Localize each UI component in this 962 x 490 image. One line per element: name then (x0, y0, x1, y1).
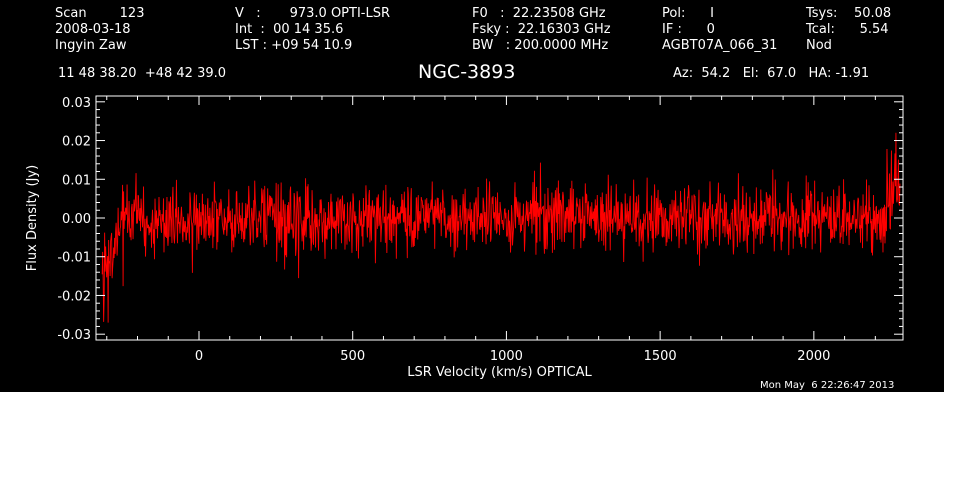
scan-label: Scan 123 (55, 6, 145, 21)
procedure-label: Nod (806, 38, 832, 53)
y-tick-label: 0.00 (62, 212, 91, 227)
render-timestamp: Mon May 6 22:26:47 2013 (760, 380, 895, 391)
lst-label: LST : +09 54 10.9 (235, 38, 353, 53)
spectrum-trace (101, 132, 901, 323)
tcal-label: Tcal: 5.54 (806, 22, 889, 37)
x-tick-label: 1500 (644, 349, 677, 364)
plot-panel: Scan 123 2008-03-18 Ingyin Zaw V : 973.0… (0, 0, 944, 392)
y-tick-label: 0.03 (62, 96, 91, 111)
az-el-ha-label: Az: 54.2 El: 67.0 HA: -1.91 (673, 66, 870, 81)
x-tick-label: 0 (195, 349, 203, 364)
pol-label: Pol: I (662, 6, 714, 21)
if-label: IF : 0 (662, 22, 715, 37)
y-tick-label: -0.03 (57, 328, 91, 343)
spectrum-chart: 0 500 1000 1500 2000 -0.03 -0.02 -0.01 0.00 0.01 0… (25, 95, 904, 380)
velocity-label: V : 973.0 OPTI-LSR (235, 6, 391, 21)
y-tick-label: 0.01 (62, 173, 91, 188)
tsys-label: Tsys: 50.08 (806, 6, 892, 21)
y-tick-label: -0.02 (57, 289, 91, 304)
f0-label: F0 : 22.23508 GHz (472, 6, 606, 21)
fsky-label: Fsky : 22.16303 GHz (472, 22, 611, 37)
project-label: AGBT07A_066_31 (662, 38, 778, 53)
source-name: NGC-3893 (418, 61, 516, 83)
x-tick-label: 1000 (490, 349, 523, 364)
bandwidth-label: BW : 200.0000 MHz (472, 38, 609, 53)
y-tick-label: 0.02 (62, 135, 91, 150)
x-tick-label: 500 (340, 349, 365, 364)
y-tick-label: -0.01 (57, 251, 91, 266)
y-axis-label: Flux Density (Jy) (25, 165, 40, 271)
date-label: 2008-03-18 (55, 22, 131, 37)
observer-label: Ingyin Zaw (55, 38, 127, 53)
x-tick-label: 2000 (797, 349, 830, 364)
spectrum-line (101, 132, 901, 323)
x-axis-label: LSR Velocity (km/s) OPTICAL (407, 365, 592, 380)
coordinates-label: 11 48 38.20 +48 42 39.0 (58, 66, 227, 81)
integration-label: Int : 00 14 35.6 (235, 22, 344, 37)
